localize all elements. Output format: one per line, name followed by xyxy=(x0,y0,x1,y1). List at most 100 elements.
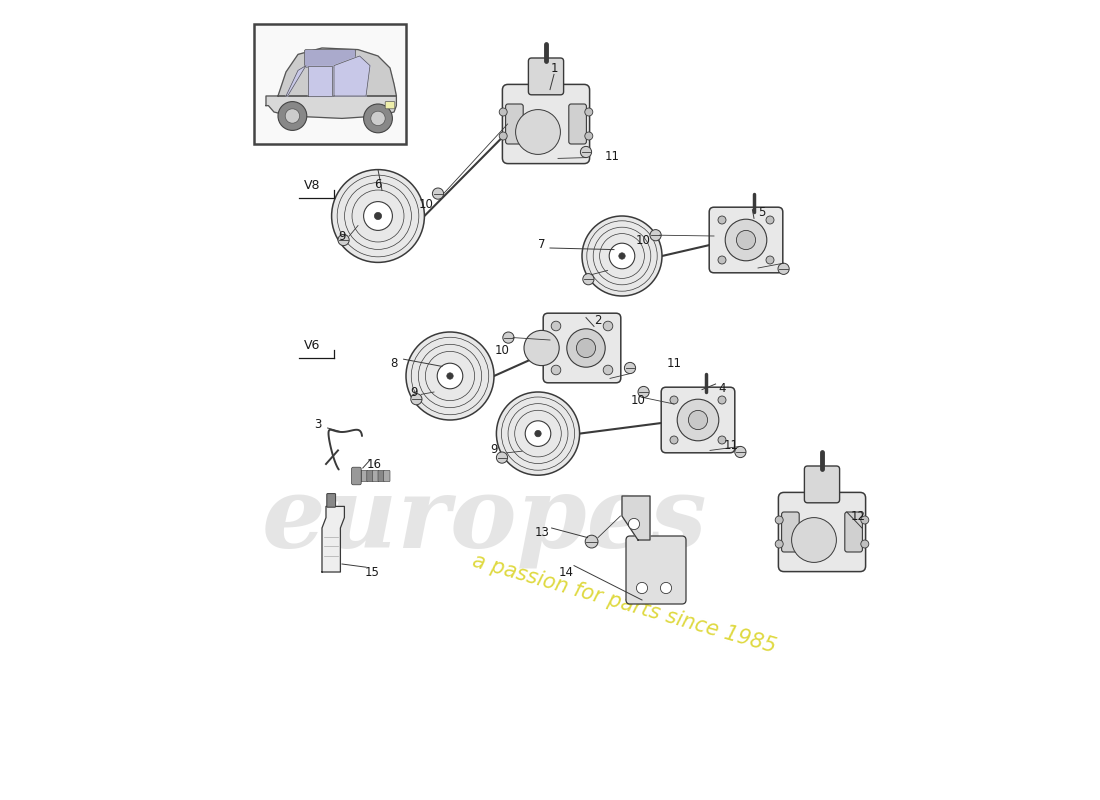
Text: 15: 15 xyxy=(365,566,380,578)
FancyBboxPatch shape xyxy=(779,492,866,571)
Circle shape xyxy=(766,256,774,264)
Circle shape xyxy=(551,365,561,374)
Circle shape xyxy=(619,253,625,259)
Circle shape xyxy=(585,132,593,140)
Circle shape xyxy=(581,146,592,158)
Text: a passion for parts since 1985: a passion for parts since 1985 xyxy=(470,551,779,657)
Circle shape xyxy=(628,518,639,530)
Text: V8: V8 xyxy=(304,178,320,192)
Circle shape xyxy=(278,102,307,130)
Polygon shape xyxy=(334,56,370,96)
Circle shape xyxy=(447,373,453,379)
Circle shape xyxy=(625,362,636,374)
FancyBboxPatch shape xyxy=(569,104,586,144)
FancyBboxPatch shape xyxy=(506,104,524,144)
Text: V6: V6 xyxy=(304,338,320,352)
Polygon shape xyxy=(322,506,344,572)
Circle shape xyxy=(718,216,726,224)
Text: 16: 16 xyxy=(366,458,382,470)
Text: 10: 10 xyxy=(630,394,646,406)
Text: 7: 7 xyxy=(538,238,546,250)
Text: 9: 9 xyxy=(410,386,418,398)
FancyBboxPatch shape xyxy=(503,84,590,164)
Polygon shape xyxy=(308,66,332,96)
Circle shape xyxy=(331,170,425,262)
Circle shape xyxy=(516,110,560,154)
FancyBboxPatch shape xyxy=(305,50,355,67)
Circle shape xyxy=(583,274,594,285)
Text: europes: europes xyxy=(262,472,707,568)
Text: 13: 13 xyxy=(535,526,549,538)
Text: 11: 11 xyxy=(667,358,682,370)
Text: 3: 3 xyxy=(315,418,321,430)
Text: 9: 9 xyxy=(339,230,345,242)
Circle shape xyxy=(861,516,869,524)
FancyBboxPatch shape xyxy=(543,314,620,383)
Circle shape xyxy=(678,399,718,441)
FancyBboxPatch shape xyxy=(254,24,406,144)
FancyBboxPatch shape xyxy=(384,470,390,482)
Circle shape xyxy=(576,338,595,358)
Circle shape xyxy=(735,446,746,458)
Text: 10: 10 xyxy=(495,344,509,357)
Circle shape xyxy=(637,582,648,594)
FancyBboxPatch shape xyxy=(710,207,783,273)
Circle shape xyxy=(525,421,551,446)
Circle shape xyxy=(609,243,635,269)
Circle shape xyxy=(585,535,598,548)
Circle shape xyxy=(432,188,443,199)
Circle shape xyxy=(499,108,507,116)
Circle shape xyxy=(285,109,299,123)
Text: 11: 11 xyxy=(605,150,620,162)
Polygon shape xyxy=(621,496,650,540)
Circle shape xyxy=(566,329,605,367)
Text: 2: 2 xyxy=(594,314,602,326)
Polygon shape xyxy=(286,66,306,96)
Circle shape xyxy=(410,394,422,405)
Circle shape xyxy=(660,582,672,594)
Circle shape xyxy=(364,104,393,133)
Circle shape xyxy=(861,540,869,548)
FancyBboxPatch shape xyxy=(352,467,361,485)
FancyBboxPatch shape xyxy=(327,494,336,507)
FancyBboxPatch shape xyxy=(804,466,839,503)
FancyBboxPatch shape xyxy=(366,470,373,482)
Circle shape xyxy=(371,111,385,126)
Circle shape xyxy=(499,132,507,140)
Circle shape xyxy=(776,540,783,548)
Text: 10: 10 xyxy=(636,234,651,246)
Circle shape xyxy=(496,392,580,475)
Circle shape xyxy=(718,436,726,444)
Circle shape xyxy=(650,230,661,241)
FancyBboxPatch shape xyxy=(385,102,395,109)
Circle shape xyxy=(638,386,649,398)
Circle shape xyxy=(778,263,789,274)
Circle shape xyxy=(503,332,514,343)
FancyBboxPatch shape xyxy=(373,470,378,482)
Circle shape xyxy=(406,332,494,420)
Text: 14: 14 xyxy=(559,566,573,578)
Text: 6: 6 xyxy=(374,178,382,190)
FancyBboxPatch shape xyxy=(355,470,362,482)
Text: 4: 4 xyxy=(718,382,726,394)
Polygon shape xyxy=(278,48,396,96)
Circle shape xyxy=(725,219,767,261)
FancyBboxPatch shape xyxy=(528,58,563,95)
Circle shape xyxy=(766,216,774,224)
Circle shape xyxy=(551,322,561,331)
Circle shape xyxy=(603,322,613,331)
Circle shape xyxy=(603,365,613,374)
Circle shape xyxy=(718,256,726,264)
Polygon shape xyxy=(266,96,396,118)
FancyBboxPatch shape xyxy=(661,387,735,453)
Text: 8: 8 xyxy=(390,358,398,370)
Circle shape xyxy=(496,452,507,463)
Circle shape xyxy=(670,436,678,444)
Text: 1: 1 xyxy=(550,62,558,74)
Circle shape xyxy=(338,234,349,246)
Circle shape xyxy=(689,410,707,430)
Circle shape xyxy=(364,202,393,230)
Circle shape xyxy=(582,216,662,296)
FancyBboxPatch shape xyxy=(782,512,800,552)
Circle shape xyxy=(670,396,678,404)
